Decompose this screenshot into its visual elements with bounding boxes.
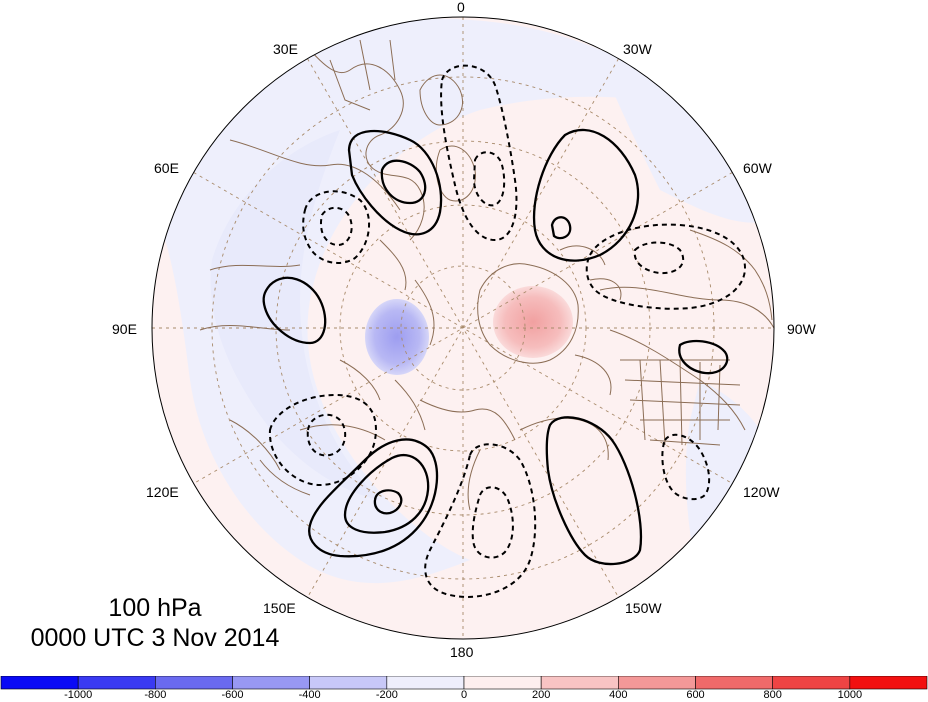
lon-label-0: 0	[457, 0, 465, 15]
colorbar-tick-label: -200	[375, 689, 398, 701]
colorbar-swatch	[772, 676, 851, 690]
colorbar-tick-label: 400	[609, 689, 628, 701]
lon-label-30e: 30E	[273, 41, 298, 57]
colorbar-swatch	[540, 676, 619, 690]
lon-label-90w: 90W	[787, 321, 816, 337]
datetime-label: 0000 UTC 3 Nov 2014	[30, 624, 280, 652]
colorbar-swatch	[0, 676, 79, 690]
lon-label-120e: 120E	[146, 484, 179, 500]
colorbar-swatch	[463, 676, 542, 690]
colorbar-swatch	[232, 676, 310, 690]
lon-label-150w: 150W	[625, 600, 662, 616]
lon-label-150e: 150E	[263, 600, 296, 616]
colorbar-tick-label: -1000	[64, 689, 93, 701]
colorbar-swatch	[849, 676, 928, 690]
colorbar-tick-label: 800	[763, 689, 782, 701]
colorbar-tick-label: -400	[298, 689, 321, 701]
colorbar-tick-label: 200	[531, 689, 551, 701]
map-border	[151, 16, 775, 640]
colorbar-swatch	[77, 676, 156, 690]
lon-label-180: 180	[450, 644, 474, 660]
colorbar-tick-label: 600	[686, 689, 705, 701]
negative-contours	[268, 64, 747, 598]
lon-label-120w: 120W	[743, 484, 780, 500]
lon-label-60e: 60E	[154, 160, 179, 176]
colorbar-tick-label: 1000	[837, 689, 863, 701]
colorbar-swatch	[309, 676, 388, 690]
colorbar-tick-label: 0	[460, 689, 468, 701]
colorbar-tick-label: -800	[144, 689, 167, 701]
colorbar	[0, 676, 928, 690]
positive-contours	[262, 128, 729, 566]
level-label: 100 hPa	[108, 594, 202, 622]
colorbar-swatch	[386, 676, 465, 690]
graticule	[152, 17, 774, 639]
lon-label-60w: 60W	[743, 160, 772, 176]
lon-label-30w: 30W	[623, 41, 652, 57]
colorbar-swatch	[618, 676, 696, 690]
colorbar-swatch	[155, 676, 233, 690]
lon-label-90e: 90E	[112, 321, 137, 337]
colorbar-swatch	[695, 676, 773, 690]
colorbar-tick-label: -600	[221, 689, 244, 701]
coastlines	[199, 39, 774, 511]
